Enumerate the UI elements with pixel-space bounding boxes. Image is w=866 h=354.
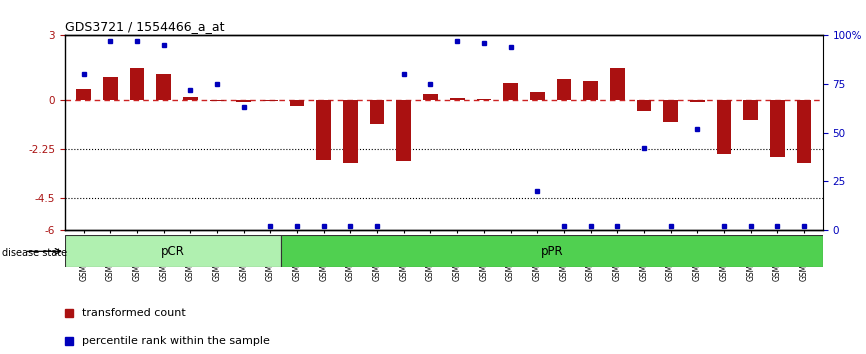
Bar [263,100,278,101]
Bar [316,100,331,160]
Bar [610,68,624,100]
Text: GDS3721 / 1554466_a_at: GDS3721 / 1554466_a_at [65,20,224,33]
Bar [717,100,731,154]
Bar [476,99,491,100]
Text: disease state: disease state [2,248,67,258]
Bar [236,100,251,102]
Text: transformed count: transformed count [82,308,186,318]
Bar [583,81,598,100]
Bar [637,100,651,111]
Bar [130,68,145,100]
Bar [503,83,518,100]
Bar [770,100,785,156]
Bar [210,100,224,101]
Bar [557,79,572,100]
Bar [281,235,823,267]
Bar [103,76,118,100]
Bar [743,100,758,120]
Bar [397,100,411,161]
Bar [663,100,678,122]
Bar [290,100,305,106]
Bar [157,74,171,100]
Text: pPR: pPR [540,245,564,258]
Bar [797,100,811,163]
Bar [690,100,705,102]
Bar [449,98,464,100]
Bar [76,90,91,100]
Bar [343,100,358,163]
Bar [370,100,385,124]
Text: percentile rank within the sample: percentile rank within the sample [82,336,270,346]
Bar [183,97,197,100]
Text: pCR: pCR [161,245,185,258]
Bar [65,235,281,267]
Bar [530,92,545,100]
Bar [423,94,438,100]
